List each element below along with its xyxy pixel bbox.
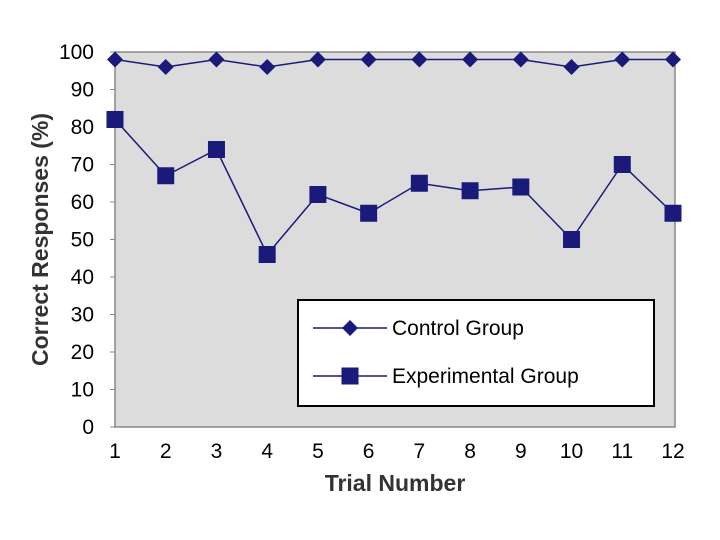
data-point-experimental-group <box>360 204 378 222</box>
y-axis-title: Correct Responses (%) <box>27 113 53 366</box>
x-tick-label: 4 <box>261 440 273 463</box>
data-point-experimental-group <box>512 178 530 196</box>
y-tick-label: 60 <box>71 191 94 214</box>
x-axis-title: Trial Number <box>325 470 466 496</box>
y-tick-label: 30 <box>71 304 94 327</box>
data-point-control-group <box>259 59 276 75</box>
x-tick-label: 2 <box>160 440 172 463</box>
x-tick-label: 10 <box>560 440 583 463</box>
legend-entry: Experimental Group <box>313 365 579 388</box>
data-point-control-group <box>462 51 479 68</box>
data-point-experimental-group <box>207 141 225 158</box>
legend-entry: Control Group <box>313 317 524 340</box>
data-point-experimental-group <box>157 167 175 185</box>
series-experimental-group <box>106 111 682 263</box>
y-tick-label: 50 <box>71 229 94 252</box>
y-tick-label: 100 <box>59 41 94 64</box>
x-tick-label: 6 <box>363 440 375 463</box>
x-tick-label: 1 <box>109 440 121 463</box>
data-point-control-group <box>665 51 681 68</box>
legend-label: Control Group <box>392 317 524 340</box>
y-tick-label: 20 <box>71 341 94 364</box>
x-tick-label: 8 <box>464 440 476 463</box>
y-tick-label: 10 <box>71 379 94 402</box>
data-point-experimental-group <box>410 174 428 192</box>
x-tick-label: 9 <box>515 440 527 463</box>
series-line-control-group <box>114 58 673 68</box>
data-point-experimental-group <box>258 246 276 263</box>
series-control-group <box>107 51 681 75</box>
data-point-experimental-group <box>461 182 479 200</box>
data-point-control-group <box>208 51 225 68</box>
data-point-control-group <box>614 51 631 68</box>
legend-label: Experimental Group <box>392 365 579 388</box>
data-point-control-group <box>157 59 174 75</box>
data-point-control-group <box>512 51 529 68</box>
y-tick-label: 0 <box>82 416 94 439</box>
x-tick-label: 12 <box>661 440 684 463</box>
legend-marker <box>342 320 358 336</box>
data-point-control-group <box>563 59 580 75</box>
data-point-experimental-group <box>309 186 327 203</box>
data-point-experimental-group <box>613 156 631 173</box>
legend-marker <box>341 367 359 385</box>
data-point-experimental-group <box>106 111 124 128</box>
data-point-control-group <box>360 51 377 68</box>
x-axis-ticks: 1 2 3 4 5 6 7 8 9 10 11 12 <box>109 440 685 463</box>
y-tick-label: 80 <box>71 116 94 139</box>
legend-entries: Control Group Experimental Group <box>313 317 579 388</box>
data-point-control-group <box>411 51 428 68</box>
x-tick-label: 5 <box>312 440 324 463</box>
legend-box <box>297 299 655 407</box>
y-axis-ticks: 0 10 20 30 40 50 60 70 80 90 100 <box>59 41 115 439</box>
series-layer <box>106 51 682 263</box>
legend: Control Group Experimental Group <box>297 299 655 407</box>
data-point-experimental-group <box>664 204 682 222</box>
y-tick-label: 40 <box>71 266 94 289</box>
data-point-control-group <box>309 51 326 68</box>
data-point-experimental-group <box>563 231 581 248</box>
y-tick-label: 90 <box>71 79 94 102</box>
x-tick-label: 3 <box>211 440 223 463</box>
y-tick-label: 70 <box>71 154 94 177</box>
data-point-control-group <box>107 51 123 68</box>
x-tick-label: 11 <box>611 440 633 463</box>
x-tick-label: 7 <box>414 440 426 463</box>
